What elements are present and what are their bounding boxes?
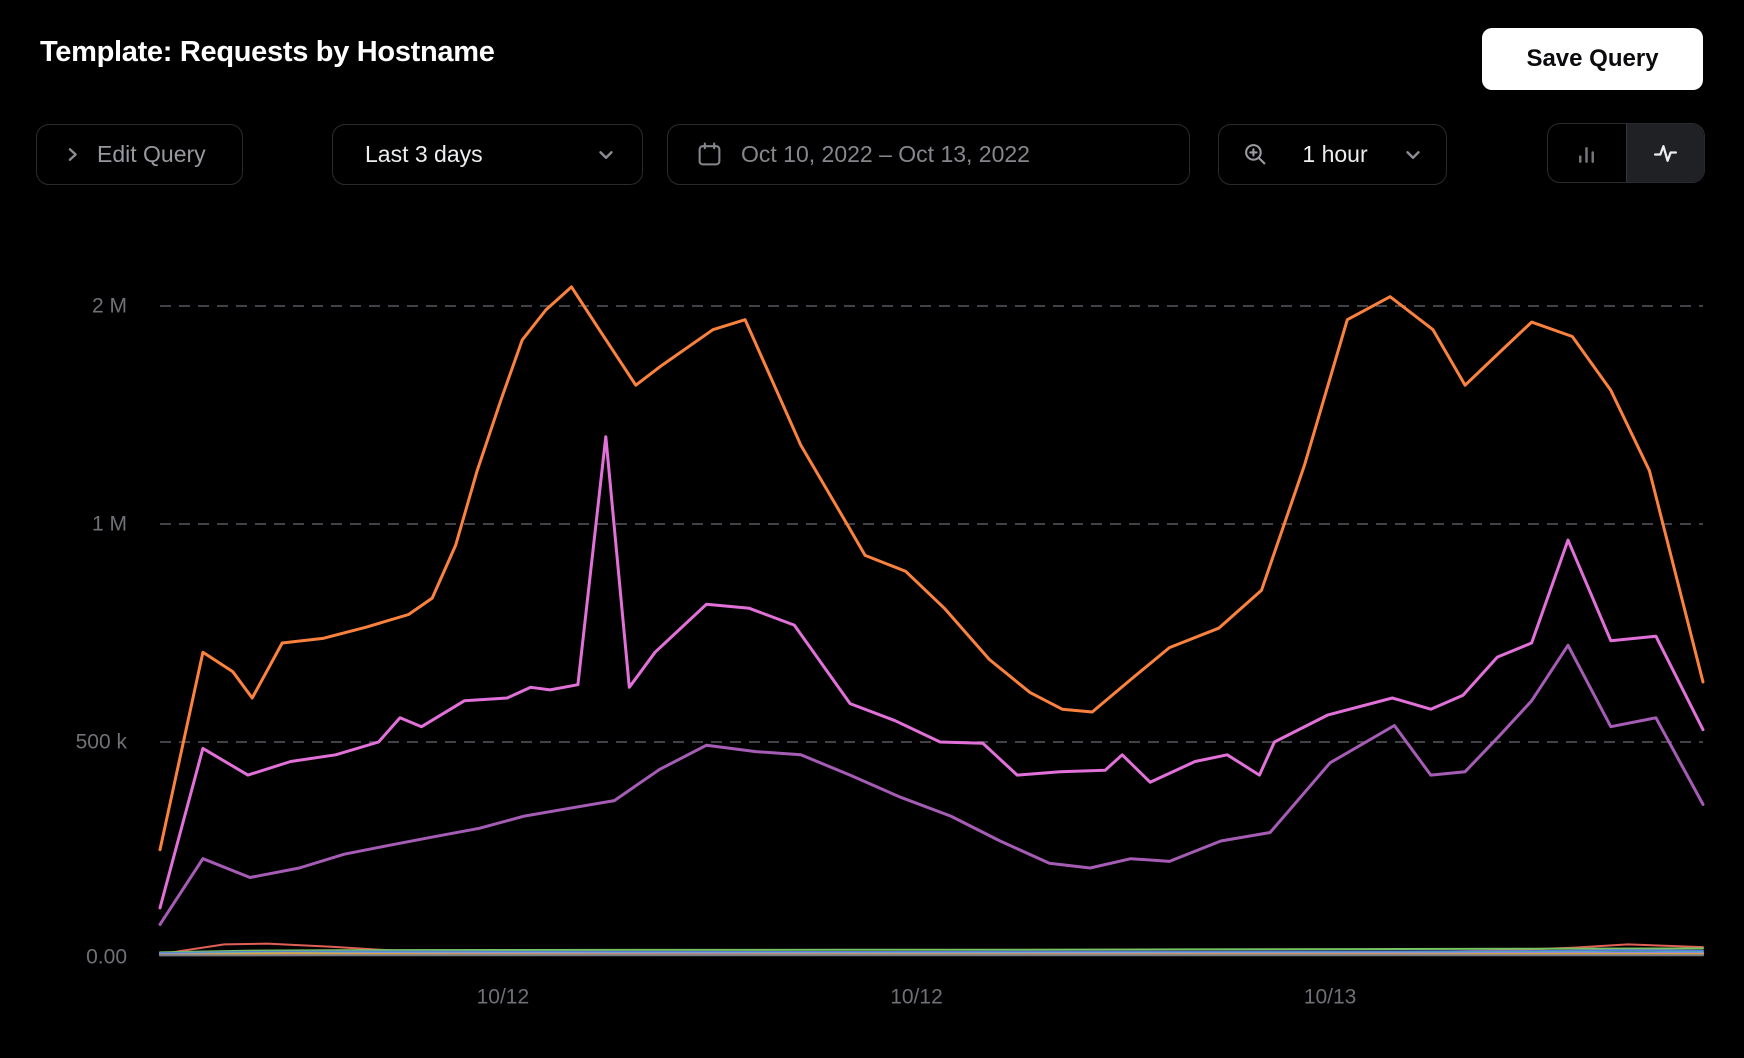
x-axis-tick-label: 10/13 [1304,986,1357,1009]
x-axis-tick-label: 10/12 [890,986,943,1009]
chevron-right-icon [63,145,82,164]
edit-query-label: Edit Query [97,141,206,167]
bar-chart-toggle[interactable] [1548,124,1626,182]
date-range-value: Oct 10, 2022 – Oct 13, 2022 [741,141,1030,167]
series-line-hostname-orange [158,285,1705,852]
calendar-icon [696,141,723,168]
time-range-dropdown[interactable]: Last 3 days [332,124,643,185]
chevron-down-icon [595,144,617,166]
x-axis-tick-label: 10/12 [477,986,530,1009]
series-line-hostname-blue [159,949,1704,955]
series-line-hostname-magenta [158,435,1705,910]
y-axis-tick-label: 0.00 [86,946,127,969]
y-axis-tick-label: 500 k [76,731,128,754]
y-axis-tick-label: 2 M [92,295,127,318]
save-query-button[interactable]: Save Query [1482,28,1703,90]
y-axis-tick-label: 1 M [92,513,127,536]
series-line-hostname-green [159,947,1704,954]
edit-query-button[interactable]: Edit Query [36,124,243,185]
chart-type-toggle [1547,123,1705,183]
series-line-hostname-purple [158,643,1705,926]
line-chart-icon [1652,140,1679,167]
zoom-interval-dropdown[interactable]: 1 hour [1218,124,1447,185]
line-chart-toggle[interactable] [1625,124,1704,182]
zoom-interval-value: 1 hour [1302,141,1368,167]
bar-chart-icon [1573,140,1600,167]
zoom-in-icon [1243,142,1268,167]
date-range-picker[interactable]: Oct 10, 2022 – Oct 13, 2022 [667,124,1190,185]
chevron-down-icon [1402,144,1424,166]
time-range-value: Last 3 days [365,141,483,167]
page-title: Template: Requests by Hostname [40,36,495,68]
